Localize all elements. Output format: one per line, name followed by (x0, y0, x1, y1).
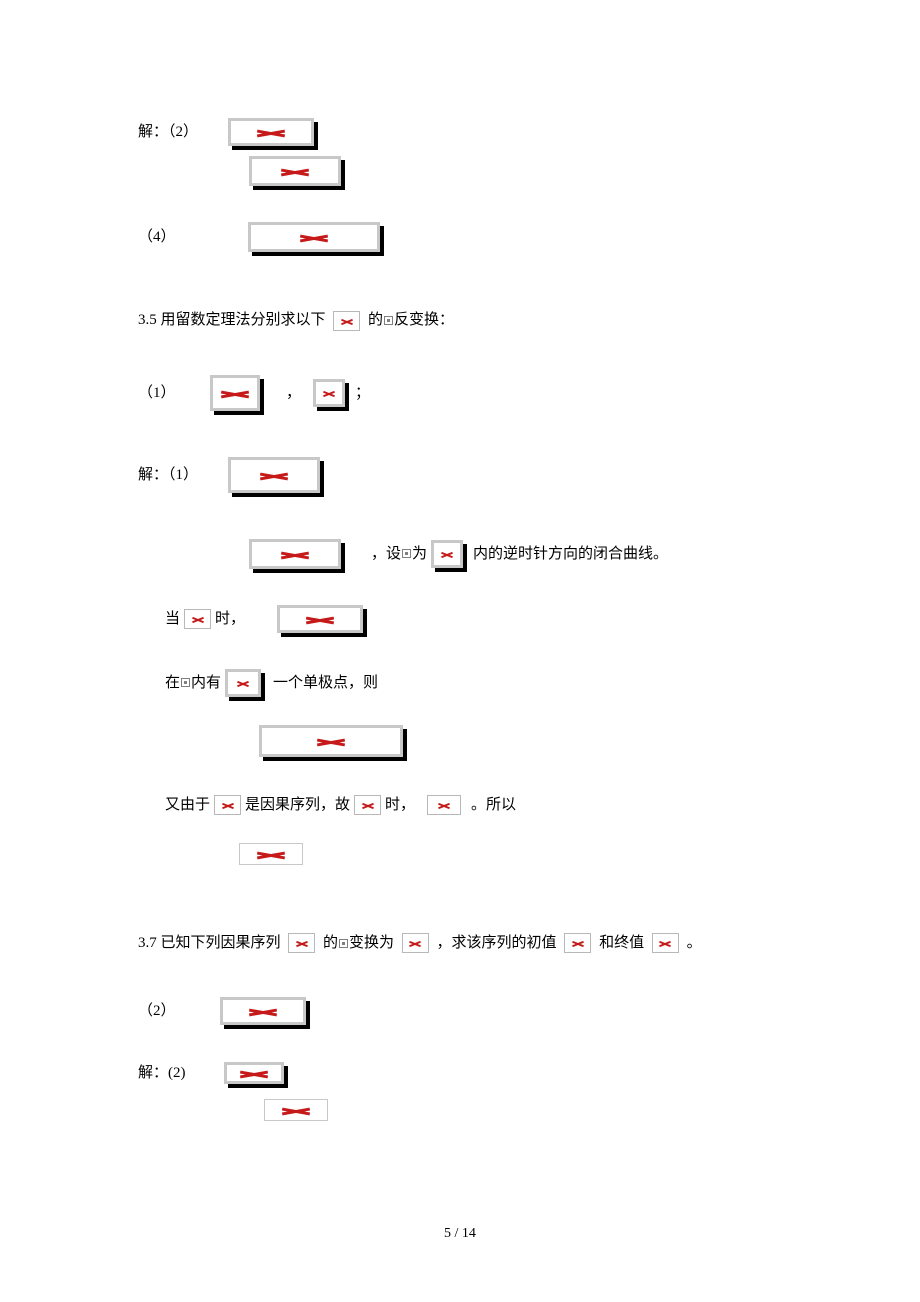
item-4-label: （4） (138, 225, 224, 249)
text: ，求该序列的初值 (437, 935, 557, 951)
broken-image-inline (288, 933, 315, 953)
solution-1-line-5 (255, 725, 790, 757)
text: 和终值 (599, 935, 644, 951)
item-1-label: （1） (138, 381, 206, 405)
broken-image-inline (333, 311, 360, 331)
page-number: 5 / 14 (0, 1226, 920, 1242)
broken-image-inline (354, 795, 381, 815)
solution-2-line-2 (245, 156, 790, 186)
broken-image (277, 605, 363, 633)
text: 。 (687, 935, 702, 951)
text: 一个单极点，则 (273, 671, 378, 695)
text: 为 (412, 542, 427, 566)
semicolon: ； (355, 381, 370, 405)
broken-image (228, 118, 314, 146)
broken-image (239, 843, 303, 865)
broken-image (264, 1099, 328, 1121)
broken-image (220, 997, 306, 1025)
broken-image-inline (184, 609, 211, 629)
solution-2b-label: 解：(2) (138, 1061, 206, 1085)
broken-image (228, 457, 320, 493)
problem-3-7-statement: 3.7 已知下列因果序列 的变换为 ，求该序列的初值 和终值 。 (138, 929, 790, 958)
broken-image-inline (564, 933, 591, 953)
broken-image (225, 669, 261, 697)
text: ，设 (371, 542, 401, 566)
broken-image (248, 222, 380, 252)
solution-2-label: 解：（2） (138, 120, 224, 144)
broken-image (249, 539, 341, 569)
problem-3-7-item-2: （2） (138, 997, 790, 1025)
text: 变换为 (349, 935, 394, 951)
text: 当 (165, 607, 180, 631)
text: 内有 (191, 671, 221, 695)
missing-glyph (384, 316, 393, 325)
item-2-label: （2） (138, 999, 206, 1023)
missing-glyph (339, 939, 348, 948)
comma: ， (286, 381, 301, 405)
item-4-line: （4） (138, 222, 790, 252)
text: 。所以 (471, 793, 516, 817)
page: 解：（2） （4） 3.5 用留数定理法分别求以下 的反变换： （1） ， ； … (0, 0, 920, 1302)
broken-image (224, 1062, 284, 1084)
solution-2b-line-2 (260, 1099, 790, 1121)
text: 3.5 用留数定理法分别求以下 (138, 312, 326, 328)
solution-2-line-1: 解：（2） (138, 118, 790, 146)
broken-image-inline (652, 933, 679, 953)
solution-1-line-4: 在内有 一个单极点，则 (165, 669, 790, 697)
missing-glyph (181, 678, 190, 687)
text: 反变换： (394, 312, 454, 328)
broken-image (249, 156, 341, 186)
problem-3-5-statement: 3.5 用留数定理法分别求以下 的反变换： (138, 306, 790, 335)
solution-1-line-2: ，设为 内的逆时针方向的闭合曲线。 (245, 539, 790, 569)
text: 时， (385, 793, 415, 817)
broken-image (313, 379, 345, 407)
broken-image-inline (402, 933, 429, 953)
problem-3-5-item-1: （1） ， ； (138, 375, 790, 411)
text: 又由于 (165, 793, 210, 817)
text: 3.7 已知下列因果序列 (138, 935, 281, 951)
page-current: 5 (444, 1226, 451, 1241)
broken-image (210, 375, 260, 411)
text: 的 (323, 935, 338, 951)
text: 是因果序列，故 (245, 793, 350, 817)
text: 内的逆时针方向的闭合曲线。 (473, 542, 668, 566)
page-total: / 14 (451, 1226, 476, 1241)
solution-1-line-1: 解：（1） (138, 457, 790, 493)
solution-1-line-6: 又由于 是因果序列，故 时， 。所以 (165, 793, 790, 817)
missing-glyph (402, 549, 411, 558)
solution-2b-line-1: 解：(2) (138, 1061, 790, 1085)
solution-1-label: 解：（1） (138, 463, 224, 487)
broken-image (431, 540, 463, 568)
broken-image-inline (214, 795, 241, 815)
solution-1-line-3: 当 时， (165, 605, 790, 633)
broken-image (259, 725, 403, 757)
broken-image-inline (427, 795, 461, 815)
text: 在 (165, 671, 180, 695)
solution-1-line-7 (235, 843, 790, 865)
text: 的 (368, 312, 383, 328)
text: 时， (215, 607, 245, 631)
